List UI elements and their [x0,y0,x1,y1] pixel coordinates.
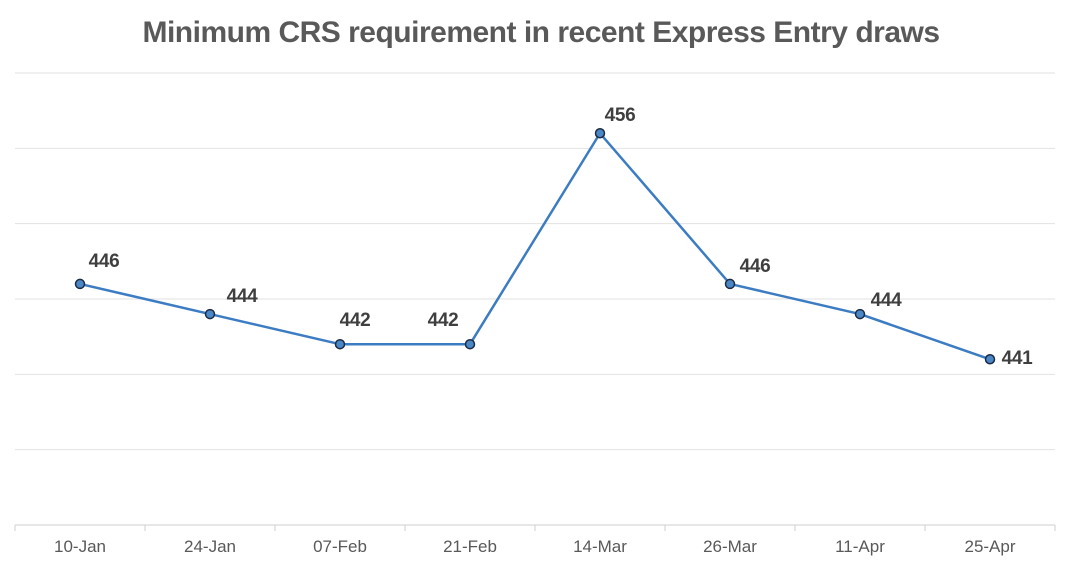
data-point-marker [724,278,736,290]
data-point-marker [854,308,866,320]
data-point-marker [984,354,996,365]
series-line [78,132,992,361]
data-point-marker [74,278,86,290]
data-point-marker [594,128,606,139]
data-point-marker [204,308,216,320]
data-point-marker [464,338,476,350]
chart-title: Minimum CRS requirement in recent Expres… [142,16,940,49]
data-point-marker [334,338,346,350]
